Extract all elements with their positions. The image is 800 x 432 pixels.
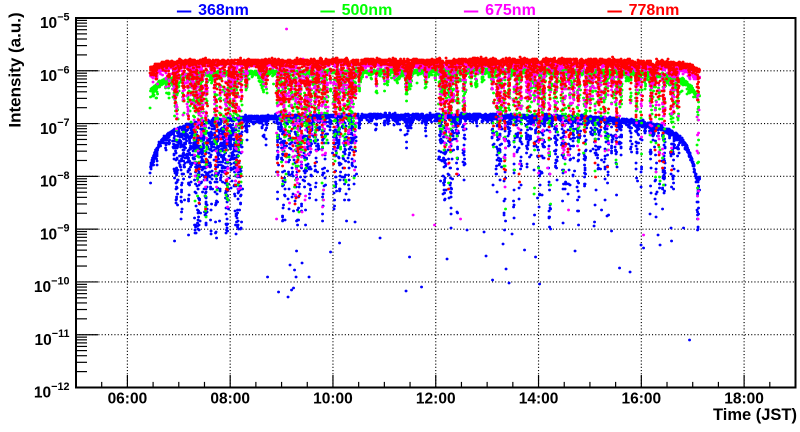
svg-text:Intensity (a.u.): Intensity (a.u.) bbox=[5, 12, 24, 127]
svg-text:675nm: 675nm bbox=[485, 2, 536, 19]
svg-text:14:00: 14:00 bbox=[519, 391, 559, 408]
svg-text:368nm: 368nm bbox=[198, 2, 249, 19]
svg-text:500nm: 500nm bbox=[342, 2, 393, 19]
svg-text:778nm: 778nm bbox=[629, 2, 680, 19]
svg-text:16:00: 16:00 bbox=[621, 391, 661, 408]
svg-text:18:00: 18:00 bbox=[724, 391, 764, 408]
svg-text:12:00: 12:00 bbox=[416, 391, 456, 408]
svg-text:Time (JST): Time (JST) bbox=[713, 406, 797, 424]
svg-text:08:00: 08:00 bbox=[210, 391, 250, 408]
svg-text:10:00: 10:00 bbox=[313, 391, 353, 408]
svg-text:06:00: 06:00 bbox=[108, 391, 148, 408]
